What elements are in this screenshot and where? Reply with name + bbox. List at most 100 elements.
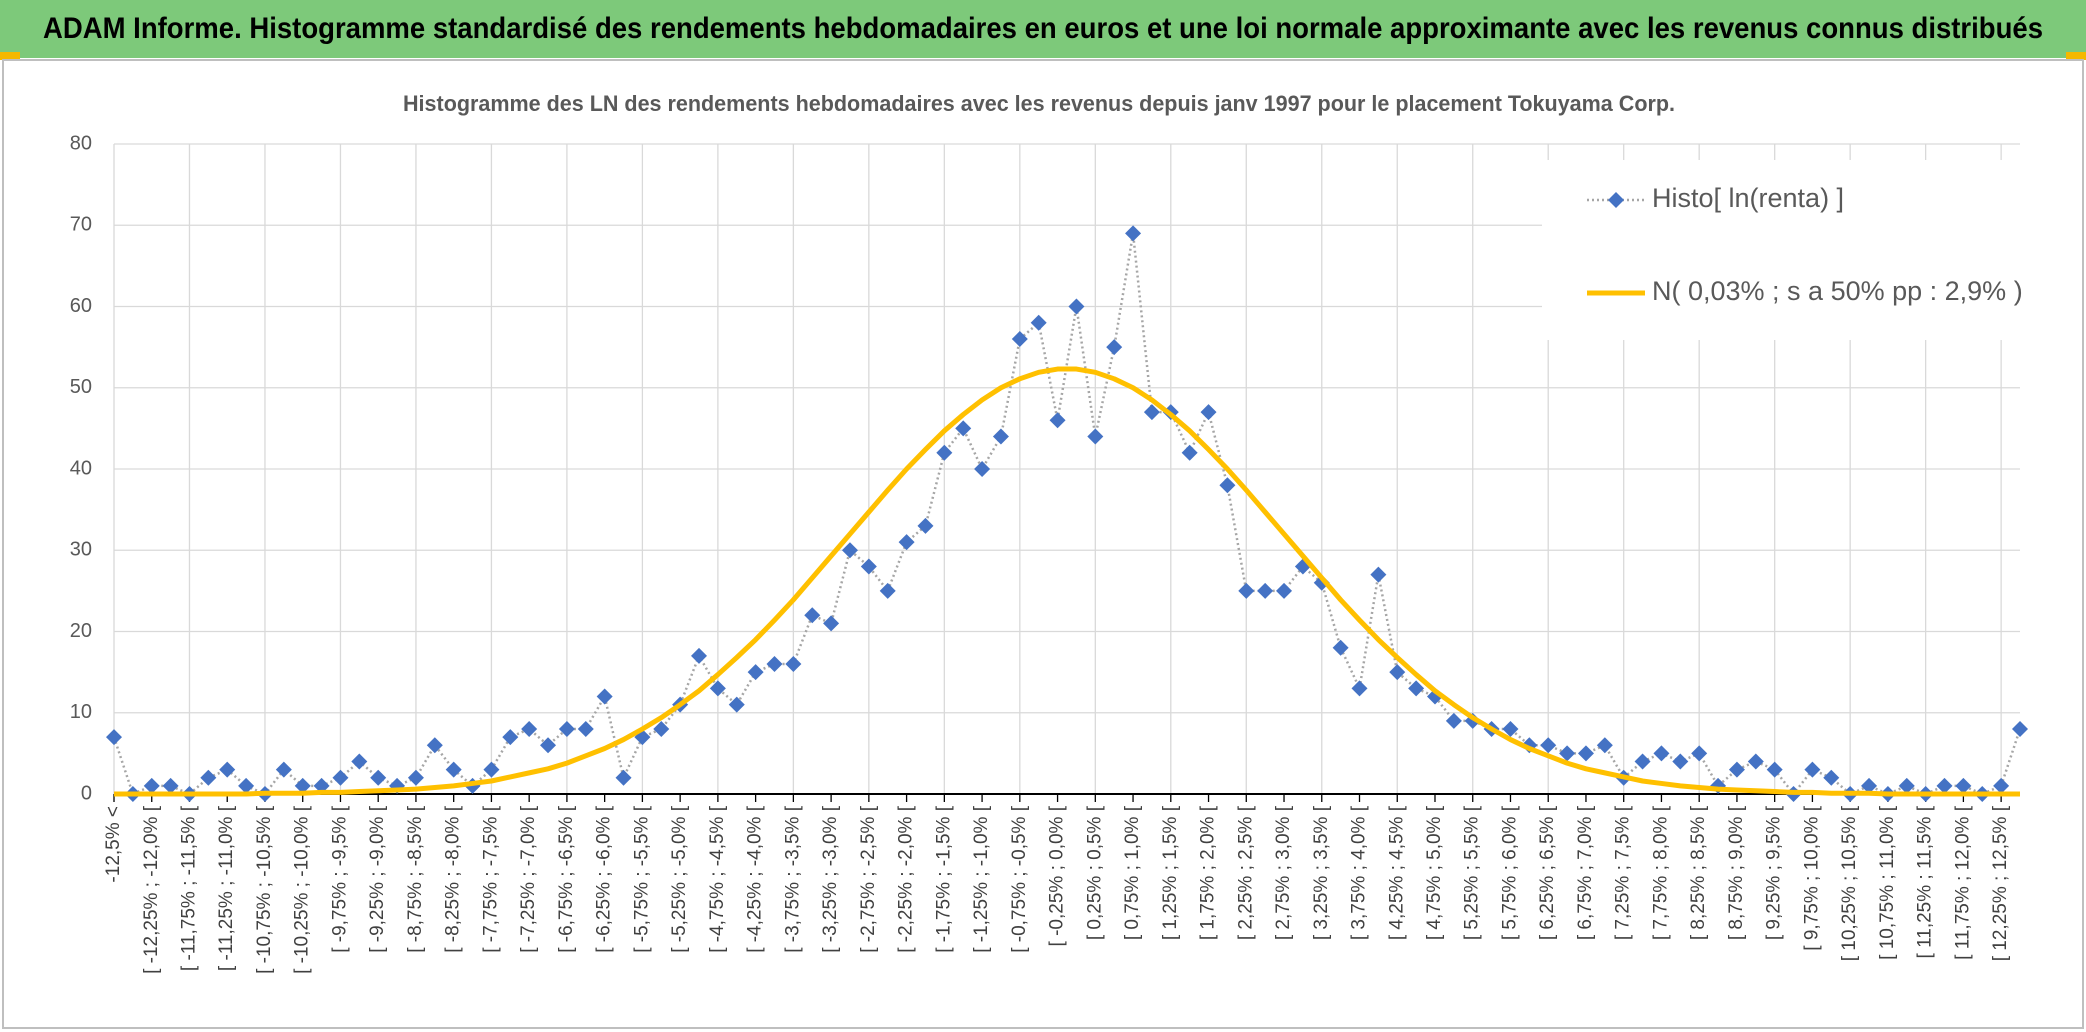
x-tick-label: [ 1,75% ; 2,0% [ [1198, 805, 1219, 940]
data-point [558, 721, 575, 737]
data-point [1106, 339, 1123, 356]
data-point [1351, 680, 1368, 697]
data-point [709, 680, 726, 697]
x-tick-label: [ 1,25% ; 1,5% [ [1160, 805, 1181, 940]
title-bar [0, 0, 2086, 58]
x-tick-label: [ 7,75% ; 8,0% [ [1650, 805, 1671, 940]
data-point [1747, 753, 1764, 770]
data-point [898, 534, 915, 551]
data-point [1011, 331, 1028, 347]
x-tick-label: [ -11,25% ; -11,0% [ [216, 805, 237, 971]
x-tick-label: [ -4,25% ; -4,0% [ [745, 805, 766, 953]
y-tick-label: 60 [70, 295, 92, 317]
data-point [1559, 745, 1576, 762]
data-point [841, 542, 858, 559]
data-point [143, 777, 160, 794]
x-tick-label: [ 3,75% ; 4,0% [ [1349, 805, 1370, 940]
x-tick-label: [ 4,75% ; 5,0% [ [1424, 805, 1445, 940]
data-point [1634, 753, 1651, 770]
data-point [1125, 225, 1142, 242]
series-line [114, 366, 2020, 797]
x-tick-label: [ -5,75% ; -5,5% [ [631, 805, 652, 953]
x-tick-label: -12,5% < [103, 806, 124, 883]
x-tick-label: [ -7,25% ; -7,0% [ [518, 805, 539, 953]
x-tick-label: [ 4,25% ; 4,5% [ [1386, 805, 1407, 940]
x-tick-label: [ -3,25% ; -3,0% [ [820, 805, 841, 953]
x-tick-label: [ -0,75% ; -0,5% [ [1009, 805, 1030, 953]
data-point [1577, 745, 1594, 762]
data-point [728, 696, 745, 713]
y-tick-label: 20 [70, 620, 92, 642]
x-tick-label: [ -4,75% ; -4,5% [ [707, 805, 728, 953]
data-point [445, 761, 462, 778]
data-point [974, 461, 991, 477]
data-point [1068, 298, 1085, 315]
x-tick-label: [ -9,25% ; -9,0% [ [367, 805, 388, 953]
y-tick-label: 30 [70, 539, 92, 561]
x-tick-label: [ -3,75% ; -3,5% [ [782, 805, 803, 953]
data-point [1087, 428, 1104, 445]
x-tick-label: [ -10,75% ; -10,5% [ [254, 805, 275, 974]
data-point [1143, 404, 1160, 421]
legend: Histo[ ln(renta) ] N( 0,03% ; s a 50% pp … [1542, 160, 2032, 340]
data-point [879, 582, 896, 599]
data-point [1370, 566, 1387, 583]
data-point [1596, 737, 1613, 754]
data-point [1898, 777, 1915, 794]
data-point [691, 647, 708, 664]
data-point [1691, 745, 1708, 762]
x-tick-label: [ 5,75% ; 6,0% [ [1499, 805, 1520, 940]
data-point [275, 761, 292, 778]
data-point [992, 428, 1009, 445]
y-tick-label: 50 [70, 376, 92, 398]
series-line [112, 232, 2022, 796]
data-point [313, 777, 330, 794]
x-tick-label: [ -6,25% ; -6,0% [ [594, 805, 615, 953]
data-point [1257, 582, 1274, 599]
data-point [483, 761, 500, 778]
legend-marker [1608, 192, 1624, 208]
data-point [785, 656, 802, 672]
x-tick-label: [ 6,75% ; 7,0% [ [1575, 805, 1596, 940]
data-point [804, 607, 821, 624]
page-title: ADAM Informe. Histogramme standardisé de… [43, 12, 2043, 45]
data-point [1804, 761, 1821, 778]
data-point [238, 777, 255, 794]
y-tick-label: 10 [70, 701, 92, 723]
data-point [615, 769, 632, 786]
data-point [1219, 477, 1236, 494]
data-point [747, 664, 764, 681]
data-point [106, 729, 122, 746]
data-point [1993, 777, 2010, 794]
x-tick-label: [ -8,75% ; -8,5% [ [405, 805, 426, 953]
x-tick-label: [ 9,75% ; 10,0% [ [1801, 805, 1822, 950]
data-point [936, 444, 953, 461]
data-point [1276, 582, 1293, 599]
data-point [502, 729, 519, 746]
data-point [596, 688, 613, 705]
legend-label: Histo[ ln(renta) ] [1652, 183, 1844, 213]
x-tick-label: [ 0,75% ; 1,0% [ [1122, 805, 1143, 940]
grid: 0 10 20 30 40 50 60 70 80 -12,5% < [ -12,25% ; -12… [70, 132, 2020, 974]
x-tick-label: [ -0,25% ; 0,0% [ [1047, 805, 1068, 946]
data-point [1408, 680, 1425, 697]
legend-box [1542, 160, 2032, 340]
x-tick-label: [ 0,25% ; 0,5% [ [1084, 805, 1105, 940]
y-tick-label: 0 [81, 782, 92, 804]
data-point [917, 517, 934, 534]
data-point [1389, 664, 1406, 681]
data-point [1502, 721, 1519, 737]
data-point [294, 777, 311, 794]
data-point [1445, 712, 1462, 729]
x-tick-label: [ 11,75% ; 12,0% [ [1952, 805, 1973, 960]
data-point [823, 615, 840, 632]
x-tick-label: [ 5,25% ; 5,5% [ [1462, 805, 1483, 940]
x-tick-label: [ -10,25% ; -10,0% [ [292, 805, 313, 974]
data-point [860, 558, 877, 575]
y-tick-label: 80 [70, 132, 92, 154]
x-tick-label: [ 10,25% ; 10,5% [ [1839, 805, 1860, 961]
data-point [370, 769, 387, 786]
x-tick-label: [ -2,75% ; -2,5% [ [858, 805, 879, 953]
x-tick-label: [ -8,25% ; -8,0% [ [443, 805, 464, 953]
